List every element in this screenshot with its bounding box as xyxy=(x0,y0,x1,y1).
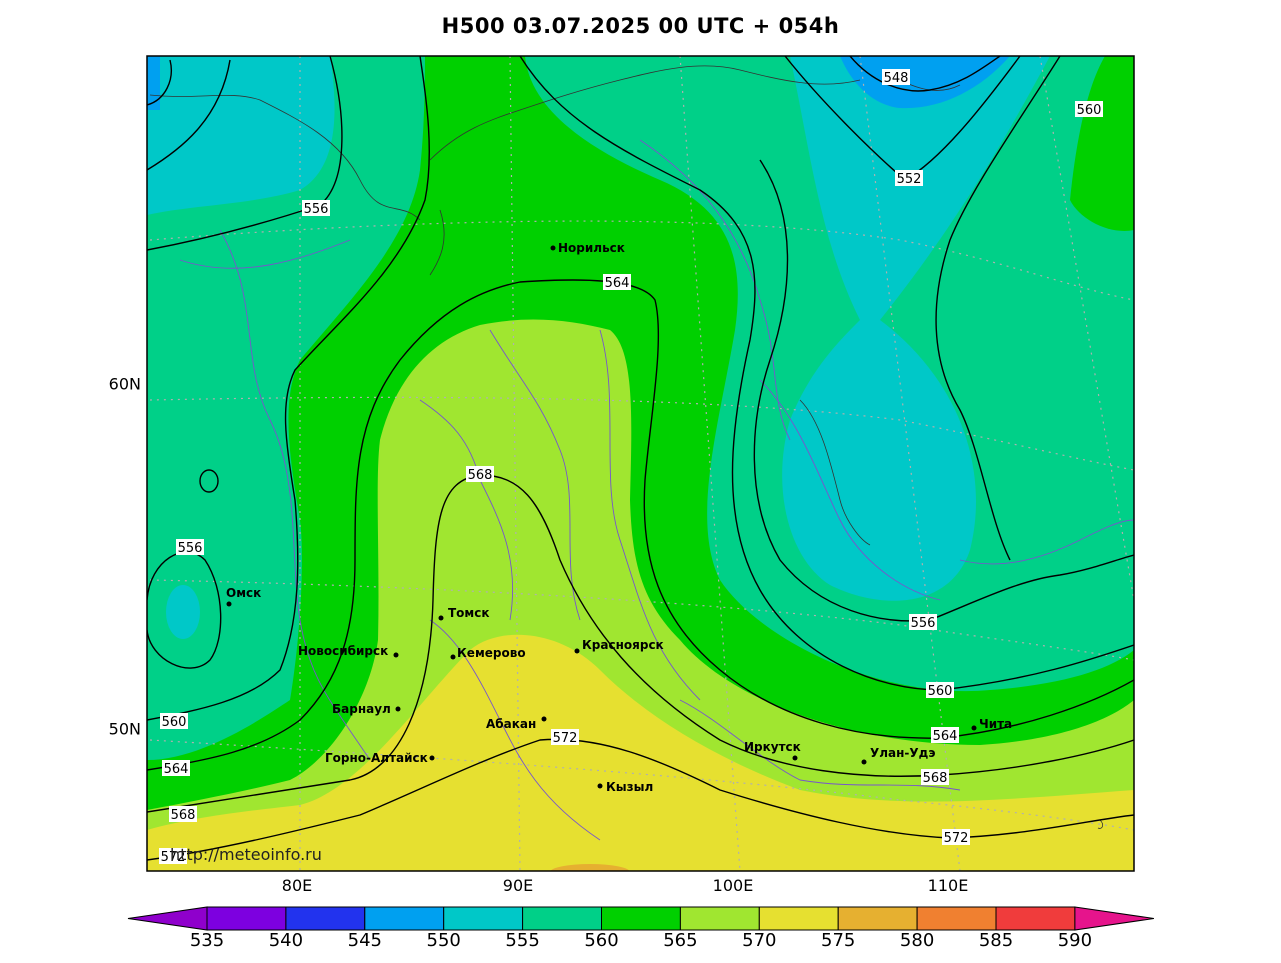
colorbar-label-540: 540 xyxy=(268,930,304,951)
map-frame xyxy=(146,55,1135,872)
admin-borders xyxy=(179,139,1134,841)
city-dot-irkutsk xyxy=(792,755,798,761)
contour-label-556-nw: 556 xyxy=(304,202,329,217)
city-dot-gorno-altaysk xyxy=(429,755,435,761)
contour-label-568-c: 568 xyxy=(468,468,493,483)
watermark-url: http://meteoinfo.ru xyxy=(170,845,322,864)
city-dot-krasnoyarsk xyxy=(574,648,580,654)
city-gorno-altaysk: Горно-Алтайск xyxy=(325,751,428,765)
colorbar-label-590: 590 xyxy=(1057,930,1093,951)
colorbar-bin-560 xyxy=(601,906,681,931)
contour-labels: 548 552 556 556 556 560 560 560 564 564 … xyxy=(159,69,1103,865)
contour-label-560-w: 560 xyxy=(162,715,187,730)
colorbar-label-565: 565 xyxy=(663,930,698,951)
colorbar-bin-540 xyxy=(285,906,366,931)
colorbar-label-535: 535 xyxy=(189,930,225,951)
height-contours xyxy=(147,56,1134,861)
colorbar-label-550: 550 xyxy=(426,930,461,951)
lon-label-100e: 100E xyxy=(712,876,754,895)
colorbar-bin-565 xyxy=(679,906,760,931)
city-chita: Чита xyxy=(979,717,1012,731)
contour-label-564-w: 564 xyxy=(164,762,189,777)
lat-label-50n: 50N xyxy=(108,719,141,739)
fill-555-ne xyxy=(782,56,1050,601)
colorbar-label-560: 560 xyxy=(584,930,619,951)
colorbar-bin-575 xyxy=(837,906,918,931)
colorbar-bin-580 xyxy=(916,906,997,931)
city-kyzyl: Кызыл xyxy=(606,780,653,794)
lon-label-90e: 90E xyxy=(502,876,534,895)
city-irkutsk: Иркутск xyxy=(744,740,801,754)
city-novosibirsk: Новосибирск xyxy=(298,644,388,658)
fill-570 xyxy=(147,319,1134,871)
city-kemerovo: Кемерово xyxy=(457,646,526,660)
contour-label-572-c: 572 xyxy=(553,731,578,746)
city-dot-tomsk xyxy=(438,615,444,621)
city-barnaul: Барнаул xyxy=(332,702,391,716)
city-dot-kyzyl xyxy=(597,783,603,789)
lat-lon-grid xyxy=(149,56,1134,871)
city-abakan: Абакан xyxy=(486,717,536,731)
contour-label-548: 548 xyxy=(884,71,909,86)
city-dot-kemerovo xyxy=(450,654,456,660)
contour-label-572-e: 572 xyxy=(944,831,969,846)
contour-label-572-w: 572 xyxy=(161,850,186,865)
city-ulan-ude: Улан-Удэ xyxy=(870,746,935,760)
colorbar-label-575: 575 xyxy=(821,930,856,951)
colorbar-label-555: 555 xyxy=(505,930,540,951)
contour-label-564-e: 564 xyxy=(933,729,958,744)
contour-label-560-ne: 560 xyxy=(1077,103,1102,118)
colorbar xyxy=(127,906,1154,931)
contour-label-556-omsk: 556 xyxy=(178,541,203,556)
fill-555-nw xyxy=(147,56,335,215)
colorbar-arrow-low xyxy=(127,906,208,931)
city-norilsk: Норильск xyxy=(558,241,625,255)
map-title: H500 03.07.2025 00 UTC + 054h xyxy=(441,14,840,38)
contour-label-560-e: 560 xyxy=(928,684,953,699)
lat-label-60n: 60N xyxy=(108,374,141,394)
colorbar-bin-555 xyxy=(522,906,602,931)
fill-565-east xyxy=(1070,56,1134,231)
colorbar-bin-535 xyxy=(206,906,287,931)
city-dot-ulan-ude xyxy=(861,759,867,765)
city-omsk: Омск xyxy=(226,586,261,600)
fill-550-nw xyxy=(147,56,160,110)
city-dot-barnaul xyxy=(395,706,401,712)
city-krasnoyarsk: Красноярск xyxy=(582,638,664,652)
city-dot-norilsk xyxy=(550,245,556,251)
city-dot-novosibirsk xyxy=(393,652,399,658)
coastlines xyxy=(149,65,1104,829)
contour-label-552: 552 xyxy=(897,172,922,187)
lon-label-80e: 80E xyxy=(281,876,313,895)
city-dot-chita xyxy=(971,725,977,731)
colorbar-bin-585 xyxy=(995,906,1076,931)
contour-label-568-e: 568 xyxy=(923,771,948,786)
contour-label-556-east: 556 xyxy=(911,616,936,631)
fill-555-omsk xyxy=(166,585,200,639)
fill-575 xyxy=(147,634,1134,871)
city-dot-omsk xyxy=(226,601,232,607)
contour-label-564-n: 564 xyxy=(605,276,630,291)
cities: Норильск Омск Томск Новосибирск Кемерово… xyxy=(226,241,1012,794)
colorbar-label-570: 570 xyxy=(742,930,777,951)
fill-580 xyxy=(550,864,630,871)
colorbar-bin-550 xyxy=(443,906,524,931)
city-tomsk: Томск xyxy=(448,606,490,620)
contour-label-568-w: 568 xyxy=(171,808,196,823)
colorbar-label-585: 585 xyxy=(978,930,1014,951)
city-dot-abakan xyxy=(541,716,547,722)
colorbar-label-545: 545 xyxy=(347,930,382,951)
colorbar-bin-570 xyxy=(758,906,839,931)
lon-label-110e: 110E xyxy=(927,876,969,895)
colorbar-bin-545 xyxy=(364,906,445,931)
colorbar-label-580: 580 xyxy=(899,930,935,951)
colorbar-arrow-high xyxy=(1074,906,1154,931)
